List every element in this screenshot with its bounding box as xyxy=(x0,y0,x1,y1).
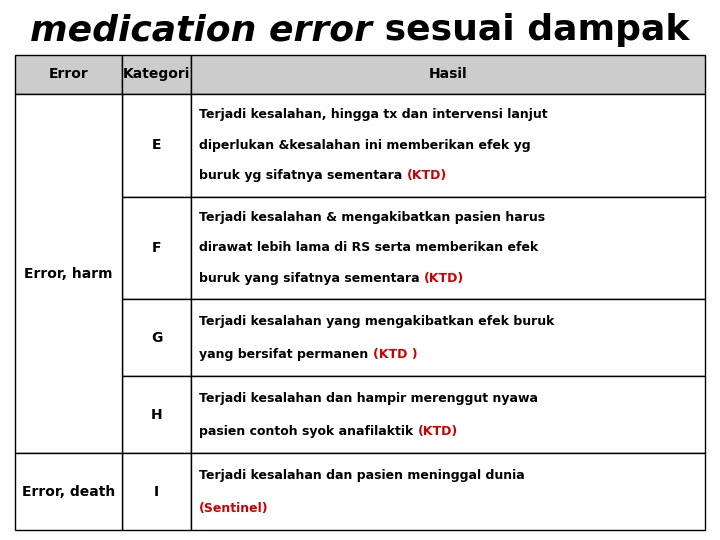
Text: Terjadi kesalahan yang mengakibatkan efek buruk: Terjadi kesalahan yang mengakibatkan efe… xyxy=(199,315,554,328)
Bar xyxy=(122,299,191,376)
Text: F: F xyxy=(152,241,161,255)
Bar xyxy=(122,55,191,94)
Text: Kategori: Kategori xyxy=(123,68,190,82)
Text: dirawat lebih lama di RS serta memberikan efek: dirawat lebih lama di RS serta memberika… xyxy=(199,241,539,254)
Bar xyxy=(15,94,122,453)
Bar xyxy=(191,376,705,453)
Text: buruk yang sifatnya sementara: buruk yang sifatnya sementara xyxy=(199,272,424,285)
Bar xyxy=(191,453,705,530)
Text: H: H xyxy=(150,408,162,422)
Bar xyxy=(191,299,705,376)
Bar xyxy=(191,197,705,299)
Text: pasien contoh syok anafilaktik: pasien contoh syok anafilaktik xyxy=(199,424,418,437)
Text: Terjadi kesalahan & mengakibatkan pasien harus: Terjadi kesalahan & mengakibatkan pasien… xyxy=(199,211,545,224)
Text: (KTD ): (KTD ) xyxy=(372,348,417,361)
Text: Hasil: Hasil xyxy=(428,68,467,82)
Text: G: G xyxy=(150,330,162,345)
Bar xyxy=(191,55,705,94)
Text: (KTD): (KTD) xyxy=(407,170,447,183)
Text: Error, harm: Error, harm xyxy=(24,267,113,280)
Text: Error: Error xyxy=(48,68,89,82)
Bar xyxy=(191,94,705,197)
Bar xyxy=(122,197,191,299)
Bar xyxy=(15,453,122,530)
Text: I: I xyxy=(154,484,159,498)
Text: yang bersifat permanen: yang bersifat permanen xyxy=(199,348,372,361)
Text: Terjadi kesalahan dan pasien meninggal dunia: Terjadi kesalahan dan pasien meninggal d… xyxy=(199,469,525,482)
Text: Terjadi kesalahan dan hampir merenggut nyawa: Terjadi kesalahan dan hampir merenggut n… xyxy=(199,392,538,404)
Text: sesuai dampak: sesuai dampak xyxy=(372,13,690,47)
Text: E: E xyxy=(152,138,161,152)
Text: medication error: medication error xyxy=(30,13,372,47)
Text: diperlukan &kesalahan ini memberikan efek yg: diperlukan &kesalahan ini memberikan efe… xyxy=(199,139,531,152)
Text: Error, death: Error, death xyxy=(22,484,115,498)
Text: Terjadi kesalahan, hingga tx dan intervensi lanjut: Terjadi kesalahan, hingga tx dan interve… xyxy=(199,108,548,122)
Bar xyxy=(122,376,191,453)
Bar xyxy=(122,453,191,530)
Text: (KTD): (KTD) xyxy=(418,424,458,437)
Text: buruk yg sifatnya sementara: buruk yg sifatnya sementara xyxy=(199,170,407,183)
Text: (Sentinel): (Sentinel) xyxy=(199,502,269,515)
Text: (KTD): (KTD) xyxy=(424,272,464,285)
Bar xyxy=(122,94,191,197)
Bar xyxy=(15,55,122,94)
